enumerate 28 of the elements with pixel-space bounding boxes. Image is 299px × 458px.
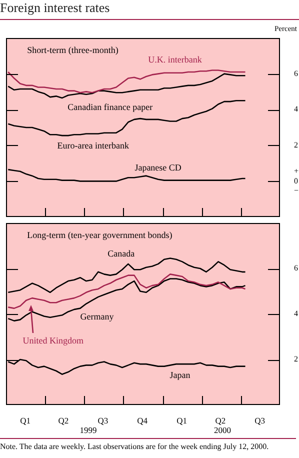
y-tick-label: + 0 − <box>294 166 299 195</box>
y-tick-label: 2 <box>294 140 298 150</box>
x-tick-label: Q2 <box>58 415 69 426</box>
text: 1999 <box>80 425 97 436</box>
series-label: Japanese CD <box>134 162 182 172</box>
series-label: Germany <box>80 311 114 322</box>
text: Short-term (three-month) <box>27 44 118 55</box>
x-tick-label: Q3 <box>98 415 108 426</box>
text: Note. The data are weekly. Last observations are for the week ending July 12, 2000. <box>0 438 296 452</box>
series-label: Euro-area interbank <box>57 140 130 150</box>
y-tick-label: 6 <box>294 68 298 78</box>
series-label: Canadian finance paper <box>68 102 153 112</box>
y-tick-label: 6 <box>294 264 298 273</box>
series-label: Canada <box>108 248 135 258</box>
chart-title: Foreign interest rates <box>0 0 299 20</box>
y-tick-label: 4 <box>294 309 298 318</box>
x-tick-label: Q2 <box>215 415 226 426</box>
y-tick-label: 4 <box>294 104 298 114</box>
text: Long-term (ten-year government bonds) <box>27 230 172 240</box>
x-tick-label: Q1 <box>20 415 30 426</box>
series-label: Japan <box>170 370 191 380</box>
y-tick-label: 2 <box>294 354 298 364</box>
x-tick-label: Q3 <box>254 415 266 426</box>
text: 2000 <box>214 425 231 436</box>
x-tick-label: Q4 <box>137 415 148 426</box>
text: United Kingdom <box>22 335 84 346</box>
series-label: U.K. interbank <box>148 54 202 64</box>
x-tick-label: Q1 <box>176 415 187 426</box>
